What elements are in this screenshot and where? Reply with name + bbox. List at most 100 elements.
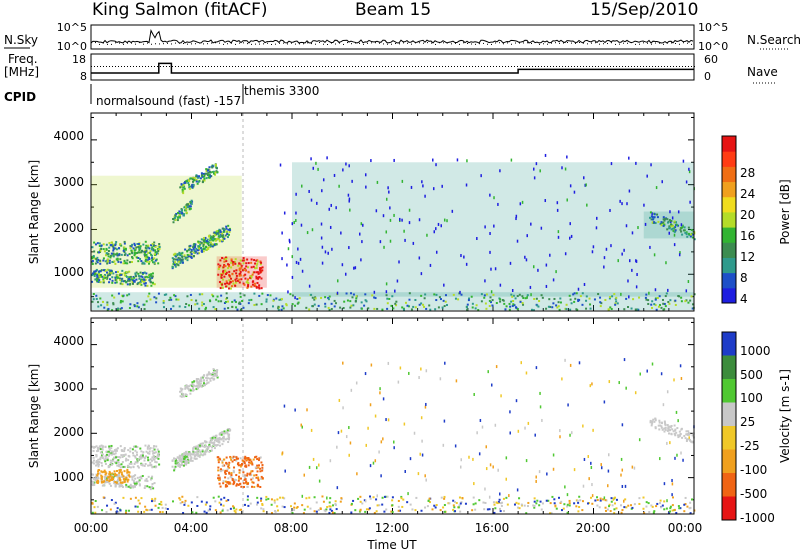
velocity-echo-cell — [600, 466, 603, 470]
velocity-echo-cell — [568, 504, 571, 507]
power-echo-cell — [505, 305, 508, 308]
velocity-echo-cell — [185, 395, 188, 398]
power-echo-cell — [623, 248, 625, 252]
power-echo-cell — [143, 271, 146, 274]
velocity-echo-cell — [535, 502, 538, 505]
power-ylabel: Slant Range [km] — [27, 160, 41, 264]
velocity-echo-cell — [100, 480, 103, 483]
power-echo-cell — [177, 256, 180, 259]
velocity-echo-cell — [473, 482, 475, 486]
power-echo-cell — [247, 278, 250, 281]
power-echo-cell — [123, 251, 126, 254]
velocity-echo-cell — [372, 496, 375, 499]
nsearch-point — [591, 42, 592, 44]
power-colorbar — [721, 135, 737, 304]
power-echo-cell — [215, 231, 218, 234]
power-echo-cell — [241, 259, 244, 262]
velocity-echo-cell — [157, 457, 160, 460]
power-echo-cell — [193, 243, 196, 246]
power-echo-cell — [95, 258, 98, 261]
power-echo-cell — [96, 275, 99, 278]
velocity-echo-cell — [499, 502, 502, 505]
velocity-echo-cell — [200, 500, 203, 503]
nave-point — [454, 66, 455, 67]
velocity-echo-cell — [579, 499, 582, 502]
power-echo-cell — [610, 308, 613, 311]
velocity-echo-cell — [108, 451, 111, 454]
vel-cbar-segment — [722, 496, 736, 521]
velocity-echo-cell — [124, 511, 127, 514]
power-echo-cell — [654, 304, 657, 307]
velocity-echo-cell — [179, 498, 182, 501]
power-echo-cell — [137, 281, 140, 284]
velocity-echo-cell — [221, 509, 224, 512]
power-echo-cell — [119, 261, 122, 264]
power-echo-cell — [308, 308, 311, 311]
velocity-echo-cell — [218, 433, 221, 436]
velocity-echo-cell — [239, 464, 242, 467]
power-echo-cell — [100, 244, 103, 247]
power-echo-cell — [182, 184, 185, 187]
velocity-echo-cell — [646, 369, 648, 373]
power-echo-cell — [107, 255, 110, 258]
power-echo-cell — [206, 169, 209, 172]
power-cbar-segment — [722, 136, 736, 152]
power-echo-cell — [313, 298, 316, 301]
velocity-echo-cell — [293, 509, 296, 512]
velocity-echo-cell — [210, 439, 213, 442]
power-echo-cell — [260, 303, 263, 306]
power-echo-cell — [255, 277, 258, 280]
power-echo-cell — [246, 258, 249, 261]
power-echo-cell — [516, 295, 519, 298]
velocity-echo-cell — [173, 469, 176, 472]
power-echo-cell — [149, 279, 152, 282]
power-echo-cell — [328, 309, 331, 312]
velocity-echo-cell — [270, 503, 273, 506]
nsearch-point — [127, 42, 128, 44]
freq-tick-bottom: 8 — [80, 70, 87, 83]
velocity-echo-cell — [117, 478, 120, 481]
power-echo-cell — [609, 208, 611, 212]
velocity-echo-cell — [135, 483, 138, 486]
power-echo-cell — [187, 181, 190, 184]
nave-point — [100, 66, 101, 67]
velocity-echo-cell — [236, 483, 239, 486]
cpid-mode-2: themis 3300 — [244, 84, 319, 98]
power-echo-cell — [115, 271, 118, 274]
power-echo-cell — [474, 307, 477, 310]
power-echo-cell — [181, 256, 184, 259]
power-echo-cell — [109, 254, 112, 257]
velocity-echo-cell — [499, 492, 501, 496]
velocity-echo-cell — [187, 504, 190, 507]
nave-point — [496, 66, 497, 67]
nsearch-point — [679, 43, 680, 45]
power-echo-cell — [535, 162, 538, 166]
velocity-echo-cell — [664, 428, 667, 431]
nave-point — [628, 66, 629, 67]
power-echo-cell — [211, 165, 214, 168]
power-echo-cell — [115, 253, 118, 256]
power-echo-cell — [254, 284, 257, 287]
nave-point — [622, 66, 623, 67]
velocity-echo-cell — [153, 445, 156, 448]
nave-point — [148, 66, 149, 67]
power-echo-cell — [213, 170, 216, 173]
power-echo-cell — [345, 292, 348, 295]
power-echo-cell — [202, 245, 205, 248]
power-echo-cell — [441, 306, 444, 309]
power-echo-cell — [665, 292, 668, 295]
power-echo-cell — [153, 261, 156, 264]
power-echo-cell — [232, 263, 235, 266]
velocity-echo-cell — [321, 495, 324, 498]
power-echo-cell — [190, 248, 193, 251]
velocity-echo-cell — [207, 509, 210, 512]
power-echo-cell — [499, 300, 502, 303]
velocity-echo-cell — [113, 482, 116, 485]
nsearch-point — [271, 43, 272, 45]
power-echo-cell — [103, 250, 106, 253]
power-echo-cell — [293, 221, 295, 225]
velocity-echo-cell — [98, 445, 101, 448]
power-echo-cell — [512, 303, 515, 306]
power-echo-cell — [666, 218, 669, 221]
power-echo-cell — [251, 280, 254, 283]
